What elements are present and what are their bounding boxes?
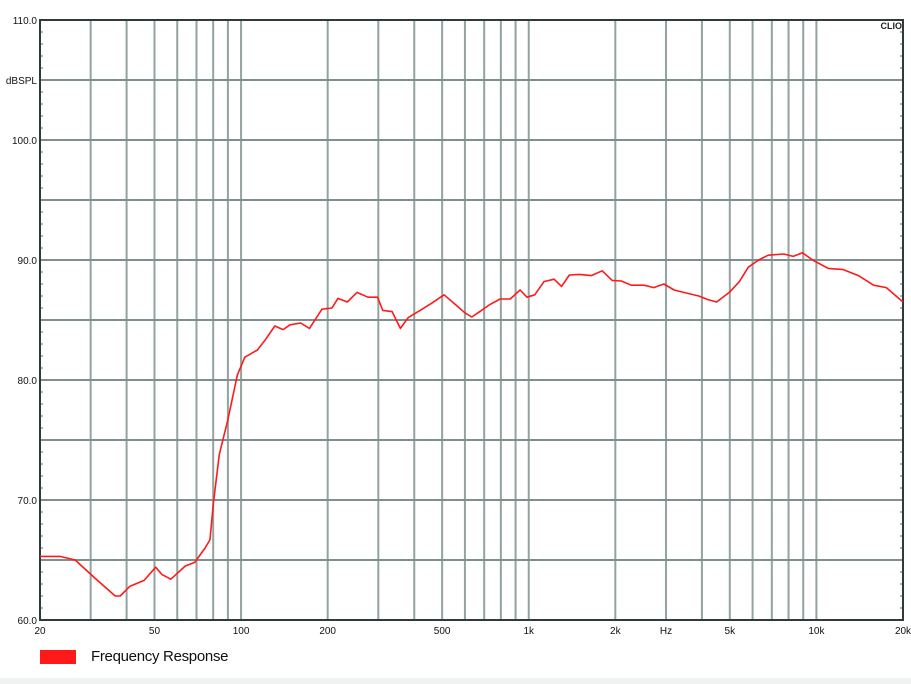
y-tick-label: 90.0 xyxy=(18,256,38,267)
y-tick-label: 60.0 xyxy=(18,616,38,627)
footer-strip xyxy=(0,678,911,684)
legend: Frequency Response xyxy=(40,648,228,665)
x-tick-label: 5k xyxy=(725,626,737,637)
x-tick-label: 10k xyxy=(808,626,825,637)
legend-label: Frequency Response xyxy=(91,648,229,665)
plot-frame xyxy=(39,19,904,621)
x-tick-label: 500 xyxy=(434,626,451,637)
x-tick-label: 1k xyxy=(523,626,535,637)
x-tick-label: 20k xyxy=(895,626,911,637)
x-tick-label: Hz xyxy=(660,626,672,637)
y-tick-label: 110.0 xyxy=(13,16,38,27)
x-tick-label: 20 xyxy=(34,626,46,637)
clio-logo: CLIO xyxy=(881,21,903,31)
x-tick-label: 2k xyxy=(610,626,622,637)
y-tick-label: 100.0 xyxy=(12,136,37,147)
legend-swatch xyxy=(40,649,76,664)
x-tick-label: 200 xyxy=(319,626,336,637)
y-tick-label: 70.0 xyxy=(18,496,38,507)
y-tick-label: dBSPL xyxy=(6,76,38,87)
x-tick-label: 100 xyxy=(233,626,250,637)
x-tick-label: 50 xyxy=(149,626,161,637)
y-tick-label: 80.0 xyxy=(18,376,38,387)
series-line-frequency-response xyxy=(40,252,904,597)
